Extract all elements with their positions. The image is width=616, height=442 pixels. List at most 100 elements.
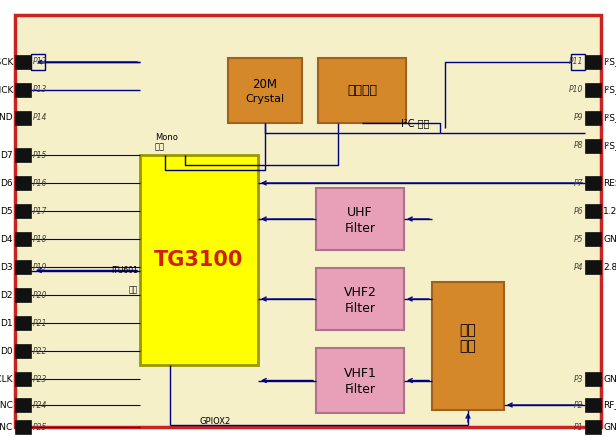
Text: I²C 总线: I²C 总线 bbox=[401, 118, 429, 128]
Bar bbox=[15, 316, 31, 330]
Text: P22: P22 bbox=[33, 347, 47, 355]
Text: D6: D6 bbox=[1, 179, 13, 187]
Text: VHF2: VHF2 bbox=[344, 286, 376, 298]
Text: P20: P20 bbox=[33, 290, 47, 300]
Bar bbox=[585, 372, 601, 386]
Text: I²S_SDA: I²S_SDA bbox=[603, 114, 616, 122]
Text: 开关: 开关 bbox=[460, 339, 476, 353]
Bar bbox=[228, 58, 302, 123]
Bar bbox=[15, 372, 31, 386]
Bar bbox=[15, 232, 31, 246]
Bar bbox=[316, 268, 404, 330]
Text: 20M: 20M bbox=[253, 78, 277, 91]
Text: P12: P12 bbox=[33, 57, 47, 66]
Text: D5: D5 bbox=[1, 206, 13, 216]
Bar bbox=[585, 111, 601, 125]
Text: HSYNC: HSYNC bbox=[0, 400, 13, 409]
Text: 1.2V: 1.2V bbox=[603, 206, 616, 216]
Text: P24: P24 bbox=[33, 400, 47, 409]
Text: P23: P23 bbox=[33, 374, 47, 384]
Text: P14: P14 bbox=[33, 114, 47, 122]
Bar bbox=[318, 58, 406, 123]
Text: P9: P9 bbox=[573, 114, 583, 122]
Bar bbox=[140, 155, 258, 365]
Bar bbox=[15, 420, 31, 434]
Text: P17: P17 bbox=[33, 206, 47, 216]
Text: 升压调谐: 升压调谐 bbox=[347, 84, 377, 97]
Bar bbox=[15, 344, 31, 358]
Bar bbox=[15, 204, 31, 218]
Bar bbox=[585, 398, 601, 412]
Text: D0: D0 bbox=[1, 347, 13, 355]
Bar bbox=[15, 260, 31, 274]
Text: GND: GND bbox=[603, 235, 616, 244]
Text: P2: P2 bbox=[573, 400, 583, 409]
Text: P21: P21 bbox=[33, 319, 47, 328]
Bar bbox=[15, 288, 31, 302]
Bar bbox=[316, 348, 404, 413]
Text: P15: P15 bbox=[33, 150, 47, 160]
Bar bbox=[585, 139, 601, 153]
Bar bbox=[316, 188, 404, 250]
Text: 2.8V: 2.8V bbox=[603, 263, 616, 271]
Text: P11: P11 bbox=[569, 57, 583, 66]
Text: P5: P5 bbox=[573, 235, 583, 244]
Text: GND: GND bbox=[0, 114, 13, 122]
Bar bbox=[15, 148, 31, 162]
Bar bbox=[571, 54, 585, 70]
Text: P16: P16 bbox=[33, 179, 47, 187]
Text: D7: D7 bbox=[1, 150, 13, 160]
Text: P10: P10 bbox=[569, 85, 583, 95]
Text: P8: P8 bbox=[573, 141, 583, 150]
Text: I²S_SCL: I²S_SCL bbox=[603, 141, 616, 150]
Bar bbox=[31, 54, 45, 70]
Text: P6: P6 bbox=[573, 206, 583, 216]
Bar bbox=[15, 176, 31, 190]
Text: D1: D1 bbox=[1, 319, 13, 328]
Text: P4: P4 bbox=[573, 263, 583, 271]
Text: P1: P1 bbox=[573, 423, 583, 431]
Bar bbox=[585, 232, 601, 246]
Text: I²S_DAT: I²S_DAT bbox=[603, 85, 616, 95]
Bar bbox=[585, 204, 601, 218]
Text: P19: P19 bbox=[33, 263, 47, 271]
Text: VHF1: VHF1 bbox=[344, 367, 376, 380]
Bar bbox=[585, 83, 601, 97]
Text: ITU601: ITU601 bbox=[111, 266, 138, 275]
Text: Crystal: Crystal bbox=[245, 94, 285, 103]
Text: 视频: 视频 bbox=[129, 285, 138, 294]
Bar bbox=[585, 420, 601, 434]
Text: Filter: Filter bbox=[344, 301, 376, 315]
Bar bbox=[15, 83, 31, 97]
Text: RF_IN: RF_IN bbox=[603, 400, 616, 409]
Text: P25: P25 bbox=[33, 423, 47, 431]
Text: I²S_SCK: I²S_SCK bbox=[0, 57, 13, 66]
Text: VSYNC: VSYNC bbox=[0, 423, 13, 431]
Text: P13: P13 bbox=[33, 85, 47, 95]
Bar bbox=[15, 398, 31, 412]
Text: GND: GND bbox=[603, 423, 616, 431]
Text: Mono: Mono bbox=[155, 133, 178, 141]
Text: P3: P3 bbox=[573, 374, 583, 384]
Bar bbox=[15, 111, 31, 125]
Text: 音频: 音频 bbox=[155, 142, 165, 152]
Text: Filter: Filter bbox=[344, 383, 376, 396]
Text: TG3100: TG3100 bbox=[155, 250, 244, 270]
Text: P18: P18 bbox=[33, 235, 47, 244]
Text: GND: GND bbox=[603, 374, 616, 384]
Text: GPIOX2: GPIOX2 bbox=[200, 418, 231, 427]
Text: P7: P7 bbox=[573, 179, 583, 187]
Text: D2: D2 bbox=[1, 290, 13, 300]
Text: PCLK: PCLK bbox=[0, 374, 13, 384]
Bar bbox=[585, 260, 601, 274]
Text: I²S_LRCK: I²S_LRCK bbox=[603, 57, 616, 66]
Text: Filter: Filter bbox=[344, 221, 376, 235]
Bar bbox=[432, 282, 504, 410]
Text: UHF: UHF bbox=[347, 206, 373, 218]
Text: RESETN: RESETN bbox=[603, 179, 616, 187]
Bar bbox=[585, 176, 601, 190]
Text: 模拟: 模拟 bbox=[460, 323, 476, 337]
Bar bbox=[585, 55, 601, 69]
Text: D3: D3 bbox=[1, 263, 13, 271]
Text: I²S_MCK: I²S_MCK bbox=[0, 85, 13, 95]
